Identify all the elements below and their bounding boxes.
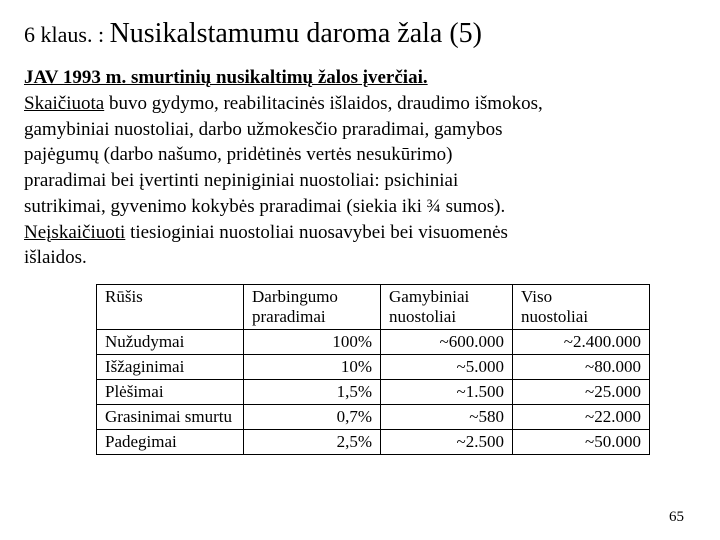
cell-rusis: Padegimai — [97, 430, 244, 455]
body-line2-u: Skaičiuota — [24, 93, 104, 114]
table-row: Išžaginimai 10% ~5.000 ~80.000 — [97, 355, 650, 380]
cell-gamyb: ~600.000 — [381, 330, 513, 355]
col-header-rusis: Rūšis — [97, 285, 244, 330]
cell-viso: ~50.000 — [513, 430, 650, 455]
body-line4: pajėgumų (darbo našumo, pridėtinės vertė… — [24, 143, 696, 167]
cell-gamyb: ~1.500 — [381, 380, 513, 405]
cell-darb: 100% — [244, 330, 381, 355]
cell-darb: 10% — [244, 355, 381, 380]
page-number: 65 — [669, 509, 684, 526]
cell-gamyb: ~5.000 — [381, 355, 513, 380]
col-header-darbingumo: Darbingumo praradimai — [244, 285, 381, 330]
cell-viso: ~25.000 — [513, 380, 650, 405]
cell-darb: 2,5% — [244, 430, 381, 455]
col-header-viso: Viso nuostoliai — [513, 285, 650, 330]
data-table: Rūšis Darbingumo praradimai Gamybiniai n… — [96, 284, 650, 455]
cell-rusis: Grasinimai smurtu — [97, 405, 244, 430]
cell-viso: ~2.400.000 — [513, 330, 650, 355]
title-main: Nusikalstamumu daroma žala (5) — [110, 18, 482, 49]
table-row: Grasinimai smurtu 0,7% ~580 ~22.000 — [97, 405, 650, 430]
table-row: Plėšimai 1,5% ~1.500 ~25.000 — [97, 380, 650, 405]
title-prefix: 6 klaus. : — [24, 22, 110, 47]
cell-rusis: Nužudymai — [97, 330, 244, 355]
cell-rusis: Išžaginimai — [97, 355, 244, 380]
cell-rusis: Plėšimai — [97, 380, 244, 405]
body-text: JAV 1993 m. smurtinių nusikaltimų žalos … — [24, 66, 696, 270]
cell-viso: ~22.000 — [513, 405, 650, 430]
col-header-gamybiniai: Gamybiniai nuostoliai — [381, 285, 513, 330]
body-line2-rest: buvo gydymo, reabilitacinės išlaidos, dr… — [104, 93, 543, 114]
cell-gamyb: ~580 — [381, 405, 513, 430]
cell-darb: 0,7% — [244, 405, 381, 430]
table-header-row: Rūšis Darbingumo praradimai Gamybiniai n… — [97, 285, 650, 330]
table-row: Padegimai 2,5% ~2.500 ~50.000 — [97, 430, 650, 455]
body-line5: praradimai bei įvertinti nepiniginiai nu… — [24, 169, 696, 193]
body-line6: sutrikimai, gyvenimo kokybės praradimai … — [24, 195, 696, 219]
cell-darb: 1,5% — [244, 380, 381, 405]
body-line7-u: Neįskaičiuoti — [24, 222, 125, 243]
slide-title: 6 klaus. : Nusikalstamumu daroma žala (5… — [24, 18, 696, 50]
body-line8: išlaidos. — [24, 246, 696, 270]
body-line1: JAV 1993 m. smurtinių nusikaltimų žalos … — [24, 67, 428, 88]
body-line7-rest: tiesioginiai nuostoliai nuosavybei bei v… — [125, 222, 508, 243]
cell-gamyb: ~2.500 — [381, 430, 513, 455]
body-line3: gamybiniai nuostoliai, darbo užmokesčio … — [24, 118, 696, 142]
table-row: Nužudymai 100% ~600.000 ~2.400.000 — [97, 330, 650, 355]
cell-viso: ~80.000 — [513, 355, 650, 380]
